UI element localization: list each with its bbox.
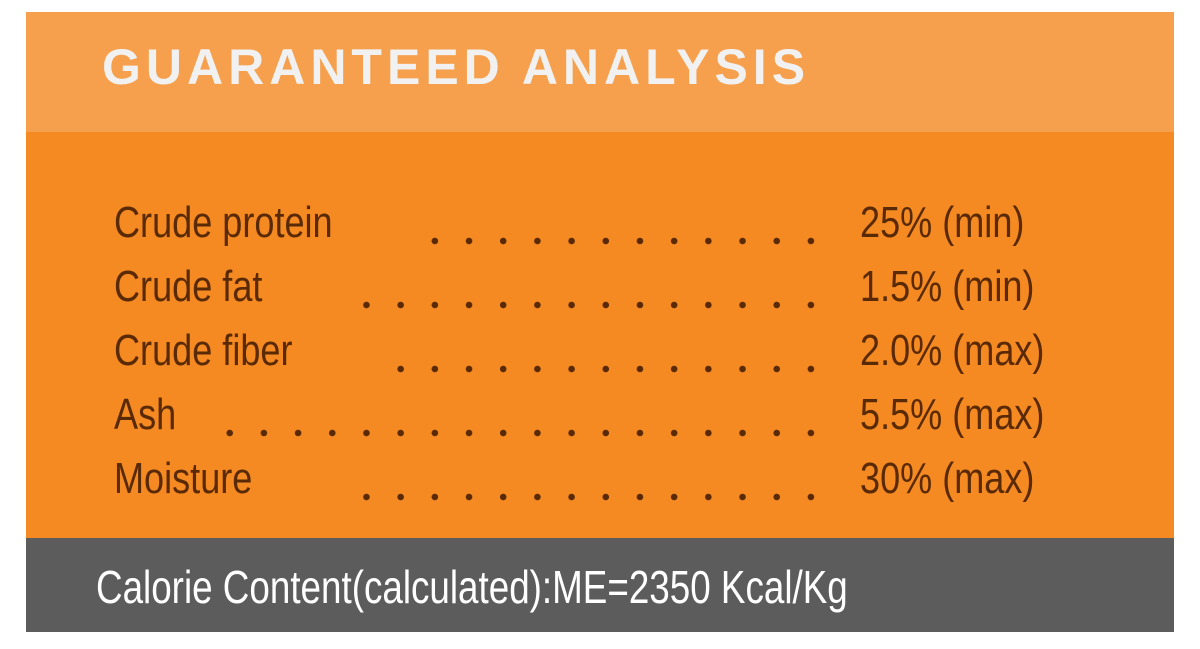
header-band: GUARANTEED ANALYSIS: [26, 12, 1174, 132]
row-value: 25% (min): [860, 198, 1025, 247]
row-label: Moisture: [114, 454, 253, 503]
table-row: Moisture 30% (max): [26, 454, 1174, 514]
row-label: Crude fiber: [114, 326, 293, 375]
calorie-footer: Calorie Content(calculated):ME=2350 Kcal…: [26, 538, 1174, 632]
dot-leader: [416, 236, 828, 246]
row-value: 30% (max): [860, 454, 1035, 503]
row-value: 1.5% (min): [860, 262, 1035, 311]
dot-leader: [374, 364, 828, 374]
dot-leader: [340, 300, 828, 310]
dot-leader: [340, 492, 828, 502]
dot-leader: [222, 428, 828, 438]
row-label: Crude protein: [114, 198, 333, 247]
guaranteed-analysis-panel: GUARANTEED ANALYSIS Crude protein 25% (m…: [26, 12, 1174, 632]
table-row: Crude fat 1.5% (min): [26, 262, 1174, 322]
row-value: 2.0% (max): [860, 326, 1045, 375]
row-label: Crude fat: [114, 262, 263, 311]
calorie-content: Calorie Content(calculated):ME=2350 Kcal…: [96, 561, 848, 613]
table-row: Ash 5.5% (max): [26, 390, 1174, 450]
page-title: GUARANTEED ANALYSIS: [102, 39, 811, 95]
row-value: 5.5% (max): [860, 390, 1045, 439]
table-row: Crude fiber 2.0% (max): [26, 326, 1174, 386]
table-row: Crude protein 25% (min): [26, 198, 1174, 258]
analysis-table: Crude protein 25% (min) Crude fat 1.5% (…: [26, 132, 1174, 538]
row-label: Ash: [114, 390, 177, 439]
